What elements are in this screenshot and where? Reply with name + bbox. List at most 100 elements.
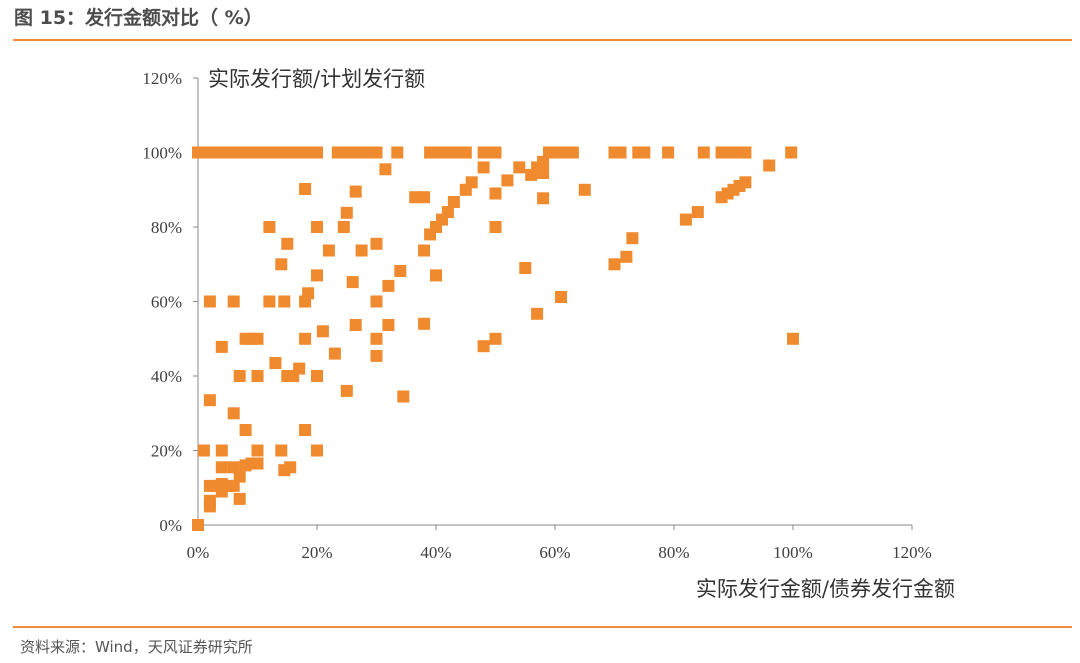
scatter-point: [489, 146, 502, 159]
scatter-point: [578, 183, 591, 196]
scatter-point: [355, 244, 368, 257]
scatter-point: [311, 146, 323, 159]
scatter-point: [203, 479, 216, 492]
scatter-point: [566, 146, 579, 159]
scatter-point: [239, 424, 252, 436]
scatter-point: [227, 461, 240, 474]
scatter-point: [555, 291, 567, 303]
scatter-point: [620, 250, 633, 263]
scatter-point: [233, 470, 246, 483]
scatter-point: [608, 258, 621, 271]
scatter-point: [299, 332, 312, 345]
scatter-point: [691, 206, 704, 219]
footer-rule: [13, 626, 1072, 628]
scatter-point: [447, 196, 460, 208]
scatter-point: [391, 146, 404, 159]
x-tick-label: 20%: [301, 543, 332, 562]
scatter-point: [311, 269, 323, 282]
scatter-point: [501, 174, 514, 187]
scatter-point: [537, 155, 550, 168]
scatter-point: [626, 232, 639, 245]
scatter-point: [337, 221, 350, 233]
scatter-point: [227, 479, 240, 492]
scatter-point: [203, 500, 216, 513]
scatter-point: [275, 444, 288, 457]
scatter-point: [227, 295, 240, 308]
scatter-point: [370, 332, 383, 345]
scatter-point: [763, 159, 776, 172]
y-tick-label: 0%: [159, 516, 182, 535]
scatter-point: [233, 370, 246, 382]
scatter-point: [697, 146, 710, 159]
scatter-point: [370, 146, 383, 159]
scatter-point: [316, 325, 329, 338]
figure-title: 图 15：发行金额对比（ %）: [14, 7, 263, 29]
scatter-point: [489, 187, 502, 200]
x-tick-label: 100%: [773, 543, 813, 562]
scatter-point: [311, 221, 323, 233]
y-tick-label: 100%: [142, 144, 182, 163]
x-tick-label: 120%: [892, 543, 932, 562]
scatter-point: [785, 146, 798, 159]
y-tick-label: 40%: [151, 367, 182, 386]
scatter-point: [418, 244, 431, 257]
scatter-point: [299, 424, 312, 436]
scatter-point: [370, 349, 383, 362]
scatter-point: [379, 163, 392, 176]
header-rule: [13, 39, 1072, 41]
scatter-point: [537, 192, 550, 205]
scatter-point: [233, 492, 246, 505]
scatter-point: [263, 221, 276, 233]
scatter-point: [340, 384, 353, 397]
scatter-point: [382, 279, 395, 292]
scatter-point: [614, 146, 627, 159]
scatter-point: [679, 213, 692, 226]
scatter-point: [537, 167, 550, 179]
scatter-point: [531, 307, 544, 320]
scatter-point: [477, 161, 490, 174]
x-tick-label: 0%: [187, 543, 210, 562]
x-tick-label: 40%: [420, 543, 451, 562]
scatter-point: [278, 295, 291, 308]
scatter-point: [465, 176, 478, 189]
scatter-point: [370, 237, 383, 250]
y-axis-ticks: [193, 77, 198, 526]
scatter-point: [251, 332, 264, 345]
scatter-point: [441, 206, 454, 219]
scatter-point: [299, 183, 312, 195]
scatter-point: [715, 146, 728, 159]
scatter-point: [513, 161, 526, 174]
scatter-point: [251, 457, 264, 470]
scatter-point: [284, 461, 297, 474]
scatter-points: [192, 146, 799, 531]
scatter-point: [489, 221, 502, 233]
scatter-point: [519, 262, 532, 274]
y-tick-label: 60%: [151, 293, 182, 312]
scatter-point: [281, 237, 294, 250]
scatter-point: [549, 146, 561, 159]
scatter-point: [340, 206, 353, 219]
scatter-point: [349, 319, 362, 331]
scatter-point: [215, 485, 228, 498]
scatter-point: [299, 295, 312, 308]
y-tick-label: 80%: [151, 218, 182, 237]
scatter-point: [275, 258, 288, 271]
scatter-point: [489, 332, 502, 345]
scatter-point: [192, 519, 204, 531]
scatter-point: [638, 146, 651, 159]
scatter-point: [263, 295, 276, 308]
scatter-point: [662, 146, 675, 159]
scatter-point: [239, 459, 252, 472]
scatter-point: [787, 332, 799, 345]
scatter-point: [203, 394, 216, 407]
scatter-point: [477, 340, 490, 353]
scatter-point: [197, 444, 210, 457]
scatter-point: [215, 461, 228, 474]
y-axis-title: 实际发行额/计划发行额: [208, 67, 425, 91]
x-tick-label: 80%: [658, 543, 689, 562]
scatter-point: [739, 176, 752, 189]
scatter-point: [346, 276, 359, 289]
scatter-point: [251, 444, 264, 457]
scatter-point: [287, 370, 300, 382]
source-note: 资料来源：Wind，天风证券研究所: [20, 638, 253, 656]
